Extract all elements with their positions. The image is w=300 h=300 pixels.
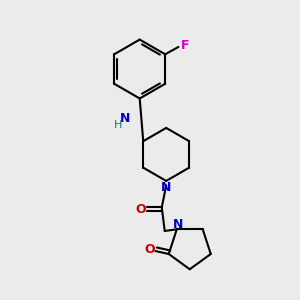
Text: O: O: [135, 203, 146, 216]
Text: O: O: [144, 243, 155, 256]
Text: H: H: [114, 120, 122, 130]
Text: N: N: [120, 112, 130, 125]
Text: N: N: [161, 181, 171, 194]
Text: F: F: [181, 39, 189, 52]
Text: N: N: [173, 218, 183, 230]
